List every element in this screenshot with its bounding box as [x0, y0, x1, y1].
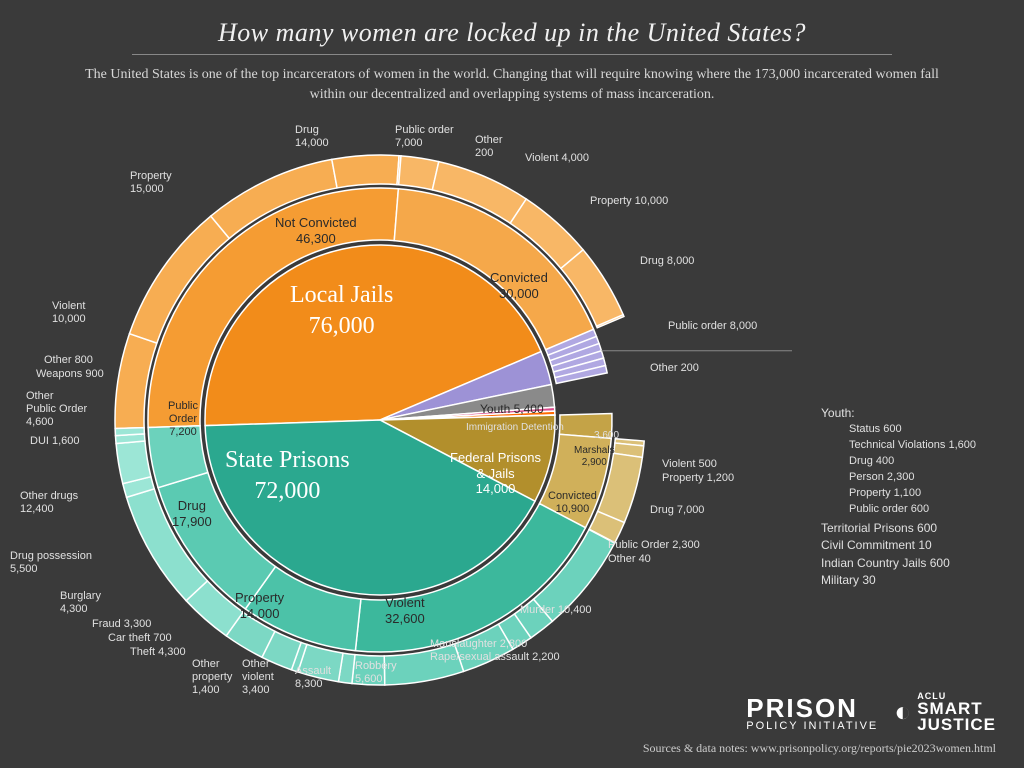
- fed-n: 14,000: [476, 481, 516, 496]
- ext-label: Burglary4,300: [60, 590, 101, 616]
- ext-label: Otherproperty1,400: [192, 658, 232, 698]
- logo-ppi: PRISON POLICY INITIATIVE: [746, 697, 878, 732]
- youth-item: Technical Violations 1,600: [849, 438, 976, 454]
- ext-label: Manslaughter 2,800: [430, 638, 527, 651]
- side-item: Civil Commitment 10: [821, 537, 976, 554]
- ext-label: Weapons 900: [36, 368, 104, 381]
- youth-item: Property 1,100: [849, 486, 976, 502]
- ext-label: Public order7,000: [395, 124, 454, 150]
- ext-label: Other 800: [44, 354, 93, 367]
- footer-logos: PRISON POLICY INITIATIVE ◐ ACLU SMART JU…: [746, 691, 996, 732]
- sources-line: Sources & data notes: www.prisonpolicy.o…: [643, 741, 996, 756]
- page-title: How many women are locked up in the Unit…: [60, 18, 964, 48]
- ext-label: Otherviolent3,400: [242, 658, 274, 698]
- ext-label: Assault8,300: [295, 665, 331, 691]
- side-detail: Youth: Status 600Technical Violations 1,…: [821, 405, 976, 590]
- rest-items: Territorial Prisons 600Civil Commitment …: [821, 520, 976, 590]
- nc-t: Not Convicted: [275, 215, 357, 230]
- sj-b2: JUSTICE: [917, 717, 996, 732]
- youth-item: Drug 400: [849, 454, 976, 470]
- local-jails-n: 76,000: [309, 313, 375, 339]
- fc-t: Convicted: [548, 490, 597, 502]
- ext-label: Drug 8,000: [640, 255, 694, 268]
- label-youth: Youth 5,400: [480, 402, 544, 416]
- po-t1: Public: [168, 400, 198, 412]
- fed-t1: Federal Prisons: [450, 450, 541, 465]
- ext-label: Property 10,000: [590, 195, 668, 208]
- ext-label: Theft 4,300: [130, 646, 186, 659]
- label-federal: Federal Prisons & Jails 14,000: [450, 450, 541, 497]
- d-t: Drug: [178, 498, 206, 513]
- ext-label: Property15,000: [130, 170, 172, 196]
- label-drug: Drug 17,900: [172, 498, 212, 529]
- ext-label: Violent10,000: [52, 300, 86, 326]
- po-t2: Order: [169, 413, 197, 425]
- ext-label: OtherPublic Order4,600: [26, 390, 87, 430]
- ext-label: Property 1,200: [662, 472, 734, 485]
- side-item: Military 30: [821, 572, 976, 589]
- c-n: 30,000: [499, 286, 539, 301]
- fc-n: 10,900: [556, 503, 590, 515]
- label-fed-conv: Convicted 10,900: [548, 490, 597, 516]
- ext-label: Murder 10,400: [520, 604, 592, 617]
- side-item: Indian Country Jails 600: [821, 555, 976, 572]
- ext-label: Public Order 2,300: [608, 539, 700, 552]
- ext-label: Car theft 700: [108, 632, 172, 645]
- p-t: Property: [235, 590, 284, 605]
- v-n: 32,600: [385, 611, 425, 626]
- ext-label: DUI 1,600: [30, 435, 80, 448]
- title-underline: [132, 54, 892, 55]
- ext-label: Other 40: [608, 553, 651, 566]
- side-item: Territorial Prisons 600: [821, 520, 976, 537]
- m-n: 2,900: [582, 457, 607, 468]
- ext-label: Drug 7,000: [650, 504, 704, 517]
- label-convicted: Convicted 30,000: [490, 270, 548, 301]
- label-property: Property 14,000: [235, 590, 284, 621]
- logo-smart-justice: ◐ ACLU SMART JUSTICE: [894, 691, 996, 732]
- imm-t: Immigration Detention: [466, 422, 564, 433]
- ppi-1: PRISON: [746, 697, 878, 720]
- v-t: Violent: [385, 595, 425, 610]
- label-not-convicted: Not Convicted 46,300: [275, 215, 357, 246]
- ext-label: Other 200: [650, 362, 699, 375]
- youth-item: Person 2,300: [849, 470, 976, 486]
- youth-items: Status 600Technical Violations 1,600Drug…: [821, 422, 976, 518]
- ext-label: Robbery5,600: [355, 660, 397, 686]
- p-n: 14,000: [240, 606, 280, 621]
- label-state-prisons: State Prisons 72,000: [225, 445, 350, 507]
- ext-label: Fraud 3,300: [92, 618, 151, 631]
- c-t: Convicted: [490, 270, 548, 285]
- ext-label: Violent 4,000: [525, 152, 589, 165]
- label-marshals: Marshals 2,900: [574, 445, 615, 469]
- ext-label: Other drugs12,400: [20, 490, 78, 516]
- label-imm-n: 3,600: [594, 430, 619, 442]
- nc-n: 46,300: [296, 231, 336, 246]
- local-jails-text: Local Jails: [290, 282, 393, 308]
- chart-container: Local Jails 76,000 State Prisons 72,000 …: [0, 110, 1024, 710]
- label-imm: Immigration Detention: [466, 422, 564, 434]
- ext-label: Other200: [475, 134, 503, 160]
- header: How many women are locked up in the Unit…: [0, 0, 1024, 112]
- fed-t2: & Jails: [476, 466, 514, 481]
- label-violent: Violent 32,600: [385, 595, 425, 626]
- ext-label: Drug possession5,500: [10, 550, 92, 576]
- sunrise-icon: ◐: [894, 696, 911, 728]
- state-prisons-n: 72,000: [254, 478, 320, 504]
- ppi-2: POLICY INITIATIVE: [746, 720, 878, 732]
- ext-label: Public order 8,000: [668, 320, 757, 333]
- m-t: Marshals: [574, 445, 615, 456]
- subtitle: The United States is one of the top inca…: [82, 65, 942, 104]
- label-puborder: Public Order 7,200: [168, 400, 198, 440]
- youth-heading: Youth:: [821, 405, 976, 422]
- youth-item: Public order 600: [849, 502, 976, 518]
- label-local-jails: Local Jails 76,000: [290, 280, 393, 342]
- ext-label: Rape/sexual assault 2,200: [430, 651, 560, 664]
- d-n: 17,900: [172, 514, 212, 529]
- youth-item: Status 600: [849, 422, 976, 438]
- state-prisons-text: State Prisons: [225, 447, 350, 473]
- ext-label: Drug14,000: [295, 124, 329, 150]
- po-n: 7,200: [169, 426, 197, 438]
- ext-label: Violent 500: [662, 458, 717, 471]
